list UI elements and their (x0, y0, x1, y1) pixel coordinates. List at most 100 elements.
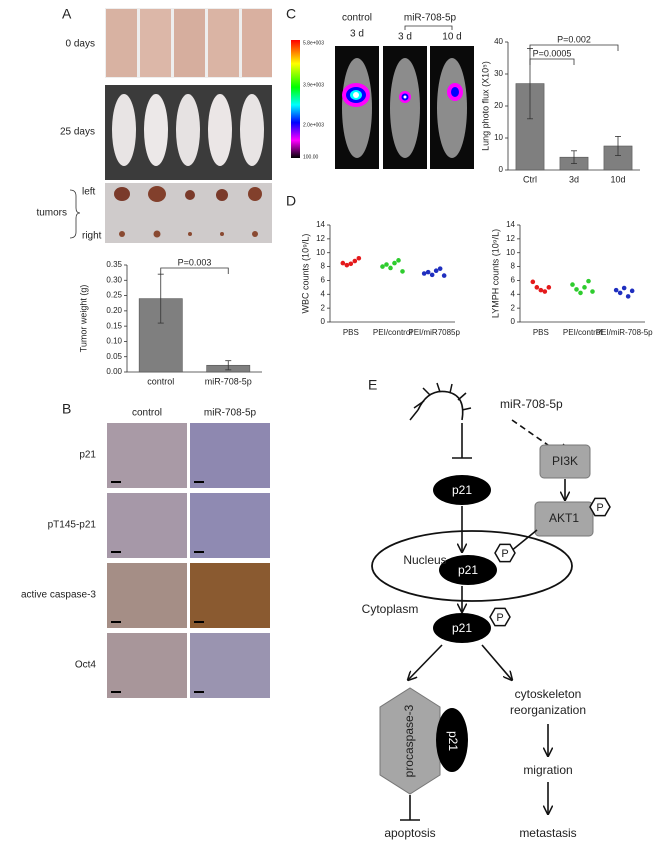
colorbar-label: 100.00 (303, 154, 319, 160)
y-tick-label: 10 (506, 248, 515, 257)
point (421, 271, 427, 276)
group-label: tumors (36, 208, 67, 219)
y-tick-label: 0.30 (106, 275, 122, 284)
phospho-hexagon (494, 543, 516, 563)
point (586, 278, 591, 284)
point (356, 255, 362, 261)
point (437, 266, 443, 271)
diagram-shapes (371, 382, 594, 821)
point (542, 289, 548, 294)
point (348, 261, 354, 267)
y-tick-label: 14 (506, 220, 515, 229)
compartment-label: Nucleus (403, 553, 446, 567)
y-tick-label: 10 (316, 248, 325, 257)
row-label: 25 days (60, 127, 95, 138)
row-label: Oct4 (75, 660, 97, 671)
y-tick-label: 8 (321, 262, 326, 271)
photo-0-days (105, 8, 272, 78)
point (578, 290, 583, 296)
colorbar-label: 2.0e+003 (303, 122, 324, 128)
error-bar (571, 150, 577, 165)
photo-tumors (105, 183, 272, 243)
point (400, 269, 405, 274)
x-tick-label: miR-708-5p (205, 376, 252, 386)
point (574, 287, 579, 292)
y-tick-label: 0 (511, 317, 516, 326)
histology-images (107, 423, 270, 698)
error-bar (615, 135, 621, 157)
row-label: 0 days (66, 39, 95, 50)
outcome-label: cytoskeleton (515, 687, 582, 701)
point (433, 268, 439, 274)
axis (519, 225, 645, 323)
outcome-label: reorganization (510, 703, 586, 717)
x-tick-label: PEI/control (373, 328, 412, 337)
y-tick-label: 0.35 (106, 260, 122, 269)
point (352, 258, 358, 264)
y-axis-label: Tumor weight (g) (78, 285, 88, 353)
x-tick-label: PBS (533, 328, 549, 337)
point (530, 279, 536, 285)
p-value: P=0.0005 (533, 48, 572, 58)
node-label: AKT1 (549, 511, 579, 525)
panel-label: A (62, 6, 72, 22)
brace (69, 189, 81, 239)
panel-label: D (286, 193, 296, 209)
point (538, 287, 544, 293)
point (534, 285, 540, 290)
point (429, 272, 435, 278)
significance-bracket (529, 58, 575, 65)
y-tick-label: 2 (511, 303, 516, 312)
error-bar (157, 273, 164, 324)
y-tick-label: 6 (511, 276, 516, 285)
phospho-label: P (501, 548, 508, 560)
x-tick-label: 10d (610, 174, 625, 184)
y-tick-label: 14 (316, 220, 325, 229)
point (629, 288, 635, 294)
row-label: active caspase-3 (21, 590, 96, 601)
y-tick-label: 6 (321, 276, 326, 285)
point (546, 285, 552, 290)
node-label: p21 (452, 621, 472, 635)
significance-bracket (529, 44, 619, 51)
point (590, 289, 595, 294)
bracket (404, 25, 453, 30)
imaging-photos (335, 46, 474, 169)
row-label: left (82, 187, 96, 198)
point (625, 294, 631, 299)
group-label: miR-708-5p (404, 13, 457, 24)
point (392, 260, 397, 266)
x-tick-label: PEI/miR-708-5p (596, 328, 653, 337)
point (425, 269, 431, 275)
p-value: P=0.003 (178, 257, 212, 267)
node-label: p21 (458, 563, 478, 577)
point (441, 273, 447, 278)
point (570, 282, 575, 287)
panel-label: E (368, 377, 377, 393)
x-tick-label: PEI/control (563, 328, 602, 337)
panel-label: B (62, 401, 71, 417)
x-tick-label: Ctrl (523, 174, 537, 184)
point (344, 262, 350, 268)
y-tick-label: 0 (321, 317, 326, 326)
phospho-label: P (496, 612, 503, 624)
point (384, 262, 389, 267)
group-label: control (342, 13, 372, 24)
y-tick-label: 30 (494, 69, 503, 78)
y-axis-label: LYMPH counts (10⁹/L) (490, 229, 500, 318)
node-label: PI3K (552, 454, 578, 468)
y-tick-label: 2 (321, 303, 326, 312)
y-tick-label: 10 (494, 133, 503, 142)
error-bar (225, 360, 232, 371)
y-tick-label: 20 (494, 101, 503, 110)
y-tick-label: 0.05 (106, 352, 122, 361)
point (582, 285, 587, 290)
y-axis-label: WBC counts (10⁹/L) (300, 234, 310, 314)
point (613, 287, 619, 293)
outcome-label: metastasis (519, 826, 576, 840)
compartment-label: Cytoplasm (362, 602, 419, 616)
photo-25-days (105, 85, 272, 180)
y-axis-label: Lung photo flux (X10⁵) (480, 61, 490, 151)
node-label: p21 (452, 483, 472, 497)
y-tick-label: 0.15 (106, 321, 122, 330)
